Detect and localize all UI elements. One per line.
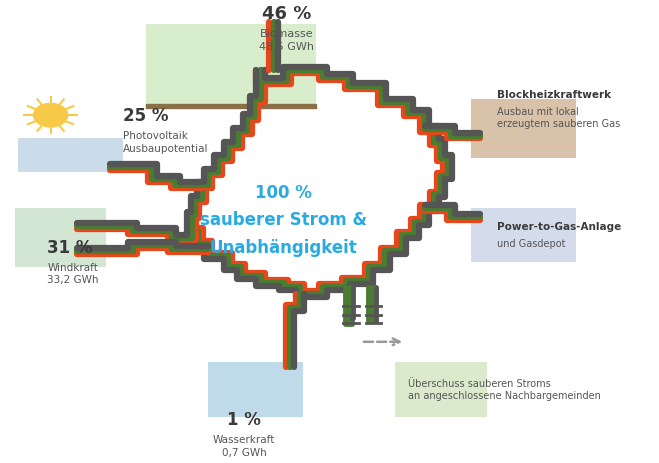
Text: Biomasse
48,5 GWh: Biomasse 48,5 GWh [260, 29, 314, 52]
FancyBboxPatch shape [208, 363, 303, 417]
FancyBboxPatch shape [18, 138, 123, 172]
FancyBboxPatch shape [395, 363, 487, 417]
Text: Power-to-Gas-Anlage: Power-to-Gas-Anlage [497, 221, 621, 231]
Text: 31 %: 31 % [47, 238, 93, 256]
Text: 100 %
sauberer Strom &
Unabhängigkeit: 100 % sauberer Strom & Unabhängigkeit [200, 183, 367, 257]
Circle shape [34, 104, 68, 128]
Text: 1 %: 1 % [227, 410, 261, 428]
FancyBboxPatch shape [471, 100, 575, 159]
Text: 25 %: 25 % [123, 107, 168, 125]
Text: Ausbau mit lokal
erzeugtem sauberen Gas: Ausbau mit lokal erzeugtem sauberen Gas [497, 107, 620, 129]
FancyBboxPatch shape [471, 209, 575, 263]
FancyBboxPatch shape [146, 25, 316, 105]
Text: Blockheizkraftwerk: Blockheizkraftwerk [497, 90, 611, 100]
Text: Photovoltaik
Ausbaupotential: Photovoltaik Ausbaupotential [123, 131, 208, 154]
Text: 46 %: 46 % [262, 5, 312, 23]
Text: Windkraft
33,2 GWh: Windkraft 33,2 GWh [47, 262, 99, 285]
Text: Überschuss sauberen Stroms
an angeschlossene Nachbargemeinden: Überschuss sauberen Stroms an angeschlos… [408, 378, 601, 400]
Text: und Gasdepot: und Gasdepot [497, 238, 565, 248]
FancyBboxPatch shape [14, 209, 106, 268]
Text: Wasserkraft
0,7 GWh: Wasserkraft 0,7 GWh [213, 434, 275, 457]
